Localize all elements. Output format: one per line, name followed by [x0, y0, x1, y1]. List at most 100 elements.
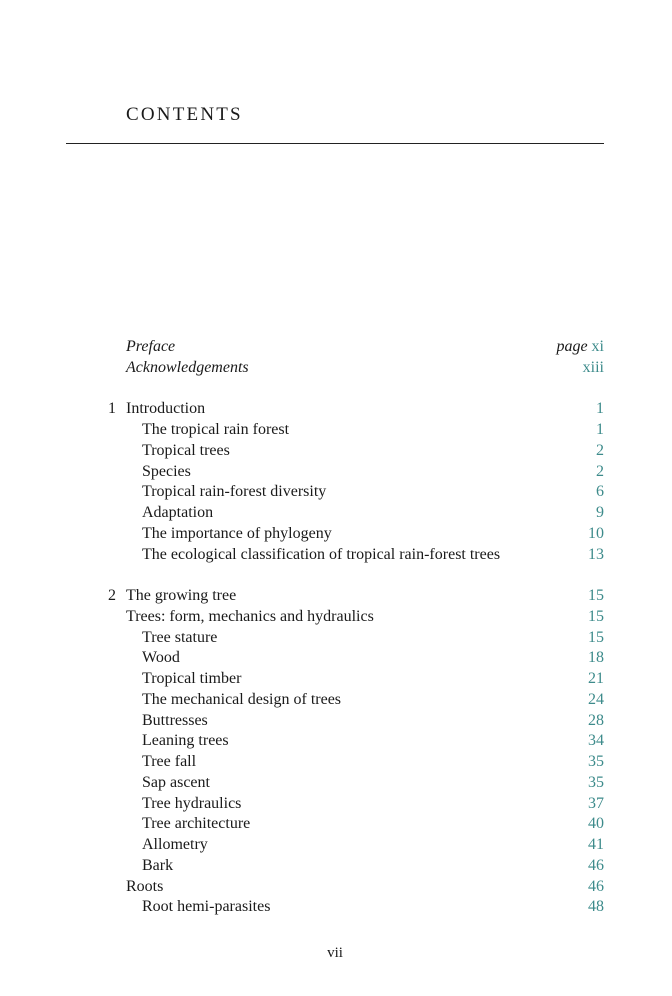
- page-value: 35: [588, 773, 604, 791]
- page-value: xi: [591, 338, 604, 355]
- toc-entry[interactable]: Tropical trees 2: [0, 441, 672, 462]
- toc-entry[interactable]: The mechanical design of trees 24: [0, 690, 672, 711]
- entry-title: Roots: [126, 877, 164, 895]
- toc-entry[interactable]: Tree fall 35: [0, 752, 672, 773]
- entry-title: Adaptation: [142, 504, 214, 521]
- toc-entry[interactable]: Tropical timber 21: [0, 669, 672, 690]
- page-number: 13: [588, 545, 604, 566]
- page-number: 15: [588, 607, 604, 628]
- page-value: 15: [588, 587, 604, 604]
- toc-entry[interactable]: Acknowledgements xiii: [0, 358, 672, 379]
- entry-title: Tropical trees: [142, 441, 230, 459]
- page-value: 46: [588, 856, 604, 874]
- page-value: 28: [588, 711, 604, 729]
- toc-entry[interactable]: Tree hydraulics 37: [0, 794, 672, 815]
- page-value: 15: [588, 628, 604, 646]
- toc-entry[interactable]: Leaning trees 34: [0, 731, 672, 752]
- page-number: 46: [588, 856, 604, 877]
- toc-entry[interactable]: Adaptation 9: [0, 503, 672, 524]
- entry-title: Tree stature: [142, 628, 218, 646]
- toc-entry[interactable]: Tropical rain-forest diversity 6: [0, 482, 672, 503]
- page-number: 37: [588, 794, 604, 815]
- toc-entry[interactable]: 1 Introduction 1: [0, 399, 672, 420]
- toc-entry[interactable]: Buttresses 28: [0, 711, 672, 732]
- entry-title: The growing tree: [126, 587, 237, 604]
- page-number: 6: [596, 482, 604, 503]
- page-number: 35: [588, 752, 604, 773]
- page-value: 13: [588, 545, 604, 563]
- entry-title: Root hemi-parasites: [142, 898, 271, 916]
- entry-title: Species: [142, 462, 191, 480]
- entry-title: Tropical timber: [142, 670, 242, 687]
- page-value: 21: [588, 670, 604, 687]
- entry-title: Allometry: [142, 836, 208, 853]
- toc-entry[interactable]: Tree stature 15: [0, 628, 672, 649]
- group-spacer: [0, 379, 672, 400]
- entry-title: The importance of phylogeny: [142, 524, 332, 542]
- entry-title: Buttresses: [142, 711, 208, 729]
- page-number: 41: [588, 835, 604, 856]
- entry-title: Sap ascent: [142, 773, 210, 791]
- page-value: 48: [588, 898, 604, 916]
- entry-title: Acknowledgements: [126, 358, 249, 376]
- page-number: 35: [588, 773, 604, 794]
- page-number: 9: [596, 503, 604, 524]
- page-number: 18: [588, 648, 604, 669]
- page-title: CONTENTS: [126, 104, 243, 125]
- page-value: 1: [596, 421, 604, 438]
- entry-title: Wood: [142, 649, 180, 667]
- page-value: 2: [596, 441, 604, 459]
- page-value: 1: [596, 400, 604, 418]
- toc-entry[interactable]: Preface page xi: [0, 337, 672, 358]
- page-number: 46: [588, 877, 604, 898]
- page-value: 6: [596, 483, 604, 501]
- entry-title: Tree fall: [142, 753, 197, 770]
- toc-entry[interactable]: Roots 46: [0, 877, 672, 898]
- entry-title: Tropical rain-forest diversity: [142, 483, 327, 501]
- page-number: 21: [588, 669, 604, 690]
- page-number: 48: [588, 897, 604, 918]
- toc-entry[interactable]: The ecological classification of tropica…: [0, 545, 672, 566]
- page-number: 24: [588, 690, 604, 711]
- entry-title: Introduction: [126, 400, 206, 418]
- chapter-number: 1: [108, 400, 116, 418]
- toc-entry[interactable]: Tree architecture 40: [0, 814, 672, 835]
- page-number: 2: [596, 462, 604, 483]
- title-rule: [66, 143, 604, 144]
- toc-entry[interactable]: The importance of phylogeny 10: [0, 524, 672, 545]
- toc-entry[interactable]: 2 The growing tree 15: [0, 586, 672, 607]
- page-prefix: page: [556, 338, 588, 355]
- page-number: 40: [588, 814, 604, 835]
- page-value: 41: [588, 836, 604, 853]
- entry-title: The tropical rain forest: [142, 421, 290, 438]
- entry-title: Bark: [142, 856, 174, 874]
- toc-entry[interactable]: The tropical rain forest 1: [0, 420, 672, 441]
- toc-entry[interactable]: Bark 46: [0, 856, 672, 877]
- page-number: 10: [588, 524, 604, 545]
- page-number: page xi: [556, 337, 604, 358]
- toc-entry[interactable]: Trees: form, mechanics and hydraulics 15: [0, 607, 672, 628]
- entry-title: Leaning trees: [142, 732, 229, 750]
- page-number: 15: [588, 586, 604, 607]
- toc-entry[interactable]: Allometry 41: [0, 835, 672, 856]
- page-value: 40: [588, 815, 604, 833]
- toc-entry[interactable]: Species 2: [0, 462, 672, 483]
- toc-entry[interactable]: Wood 18: [0, 648, 672, 669]
- page-number: 34: [588, 731, 604, 752]
- entry-title: Preface: [126, 338, 176, 355]
- page-value: 35: [588, 753, 604, 770]
- page-value: 18: [588, 649, 604, 667]
- toc-entry[interactable]: Sap ascent 35: [0, 773, 672, 794]
- chapter-number: 2: [108, 587, 116, 604]
- page-value: 9: [596, 504, 604, 521]
- page-value: xiii: [582, 358, 604, 376]
- page-value: 10: [588, 524, 604, 542]
- page-value: 2: [596, 462, 604, 480]
- entry-title: The ecological classification of tropica…: [142, 545, 501, 563]
- entry-title: Trees: form, mechanics and hydraulics: [126, 607, 374, 625]
- entry-title: Tree hydraulics: [142, 794, 242, 812]
- page-value: 46: [588, 877, 604, 895]
- toc-entry[interactable]: Root hemi-parasites 48: [0, 897, 672, 918]
- page-folio: vii: [327, 945, 343, 961]
